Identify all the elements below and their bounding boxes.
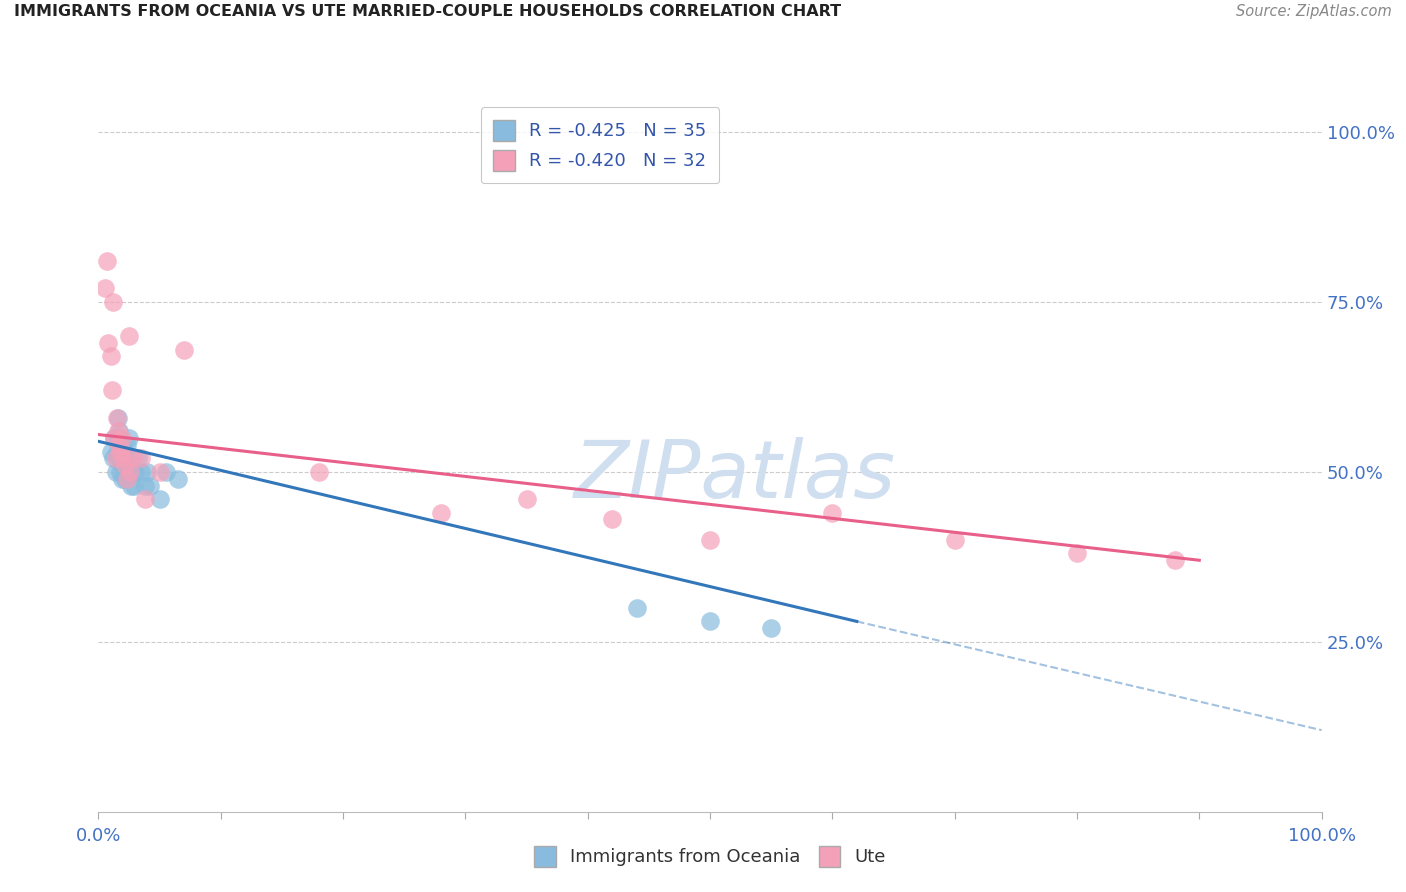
- Point: [1164, 553, 1187, 567]
- Point: [107, 424, 129, 438]
- Point: [134, 492, 156, 507]
- Point: [173, 343, 195, 357]
- Point: [97, 335, 120, 350]
- Point: [108, 438, 131, 452]
- Point: [515, 492, 537, 507]
- Point: [101, 384, 124, 398]
- Point: [103, 431, 125, 445]
- Point: [129, 451, 152, 466]
- Point: [111, 451, 134, 466]
- Point: [626, 600, 648, 615]
- Point: [111, 458, 134, 472]
- Text: ZIPatlas: ZIPatlas: [574, 437, 896, 516]
- Point: [110, 444, 132, 458]
- Point: [111, 458, 134, 472]
- Point: [115, 472, 138, 486]
- Point: [155, 465, 177, 479]
- Point: [108, 424, 131, 438]
- Point: [118, 431, 141, 445]
- Point: [107, 431, 129, 445]
- Point: [943, 533, 966, 547]
- Point: [129, 465, 152, 479]
- Legend: Immigrants from Oceania, Ute: Immigrants from Oceania, Ute: [527, 838, 893, 874]
- Point: [149, 492, 172, 507]
- Point: [112, 451, 135, 466]
- Point: [120, 451, 142, 466]
- Point: [821, 506, 844, 520]
- Point: [114, 472, 136, 486]
- Point: [136, 465, 159, 479]
- Point: [1066, 546, 1088, 560]
- Point: [127, 451, 149, 466]
- Point: [111, 472, 134, 486]
- Point: [139, 478, 162, 492]
- Point: [699, 533, 721, 547]
- Point: [121, 451, 143, 466]
- Point: [167, 472, 190, 486]
- Point: [115, 438, 138, 452]
- Point: [103, 431, 125, 445]
- Point: [105, 444, 128, 458]
- Point: [108, 451, 131, 466]
- Point: [122, 478, 145, 492]
- Point: [600, 512, 623, 526]
- Point: [111, 438, 134, 452]
- Text: Source: ZipAtlas.com: Source: ZipAtlas.com: [1236, 4, 1392, 20]
- Point: [149, 465, 172, 479]
- Point: [308, 465, 330, 479]
- Point: [111, 431, 134, 445]
- Point: [104, 465, 127, 479]
- Point: [110, 465, 132, 479]
- Point: [134, 478, 156, 492]
- Point: [93, 281, 115, 295]
- Point: [96, 254, 118, 268]
- Point: [107, 410, 129, 425]
- Point: [121, 465, 143, 479]
- Point: [101, 451, 124, 466]
- Point: [120, 465, 142, 479]
- Point: [124, 465, 146, 479]
- Text: IMMIGRANTS FROM OCEANIA VS UTE MARRIED-COUPLE HOUSEHOLDS CORRELATION CHART: IMMIGRANTS FROM OCEANIA VS UTE MARRIED-C…: [14, 4, 841, 20]
- Point: [104, 451, 127, 466]
- Point: [100, 444, 122, 458]
- Point: [118, 329, 141, 343]
- Point: [699, 615, 721, 629]
- Point: [761, 621, 783, 635]
- Point: [105, 410, 128, 425]
- Point: [120, 478, 142, 492]
- Point: [101, 295, 124, 310]
- Point: [430, 506, 453, 520]
- Point: [100, 350, 122, 364]
- Point: [114, 458, 136, 472]
- Point: [110, 444, 132, 458]
